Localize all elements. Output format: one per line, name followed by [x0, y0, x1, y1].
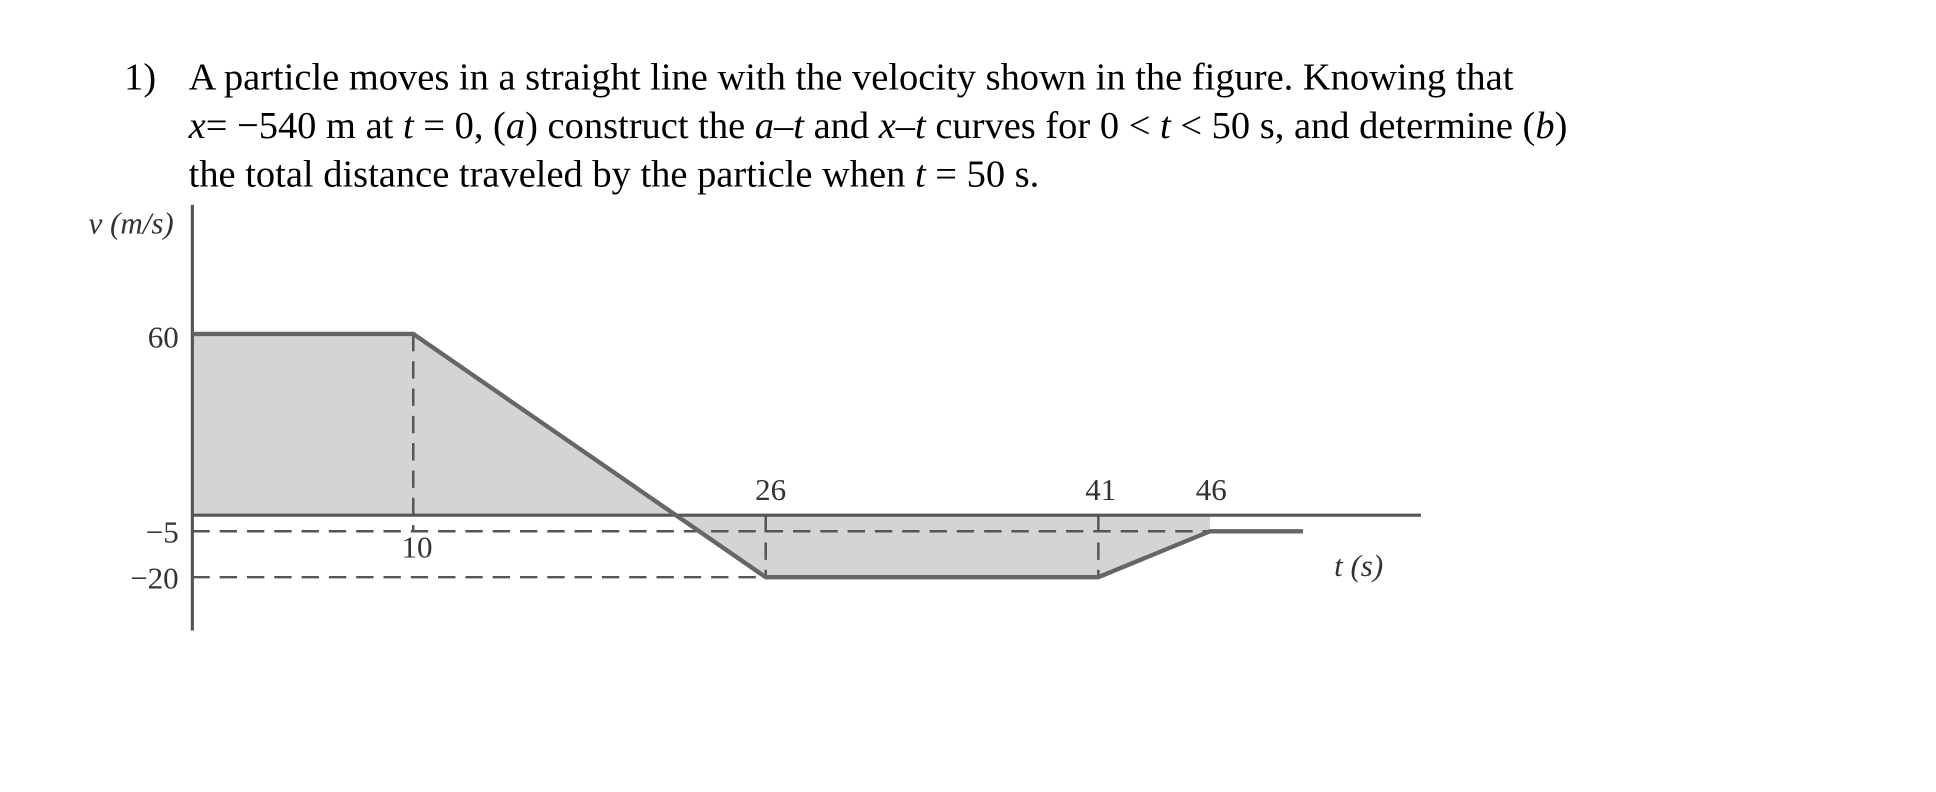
y-label: −5	[146, 514, 179, 549]
y-label: −20	[130, 560, 179, 595]
text-segment: t	[403, 105, 415, 147]
text-segment: = 0, (	[414, 105, 506, 147]
text-segment: A particle moves in a straight line with…	[189, 56, 1514, 98]
text-line: x= −540 m at t = 0, (a) construct the a–…	[188, 105, 1568, 147]
text-segment: = −540 m at	[206, 105, 403, 147]
x-axis-label: t (s)	[1334, 548, 1383, 583]
x-label: 46	[1196, 472, 1227, 507]
text-segment: )	[1555, 105, 1568, 147]
text-segment: t	[915, 153, 927, 195]
problem-number: 1)	[124, 56, 156, 98]
y-label: 60	[148, 320, 179, 355]
figure: v (m/s) t (s) 60 −5 −20 10 26 41 46	[88, 204, 1421, 631]
text-segment: ) construct the	[525, 105, 755, 147]
y-axis-label: v (m/s)	[88, 205, 173, 240]
velocity-curve	[192, 331, 1304, 580]
area-positive	[192, 333, 677, 516]
problem-text: A particle moves in a straight line with…	[188, 56, 1568, 195]
text-segment: = 50 s.	[926, 153, 1040, 195]
text-segment: a	[506, 105, 525, 147]
text-segment: x–t	[878, 105, 927, 147]
x-label: 10	[401, 529, 432, 564]
text-segment: x	[188, 105, 206, 147]
text-segment: the total distance traveled by the parti…	[189, 153, 915, 195]
text-segment: t	[1160, 105, 1172, 147]
text-segment: b	[1535, 105, 1554, 147]
text-segment: < 50 s, and determine (	[1171, 105, 1536, 147]
text-line: A particle moves in a straight line with…	[189, 56, 1514, 98]
text-segment: curves for 0 <	[926, 105, 1160, 147]
area-negative	[676, 515, 1210, 578]
text-segment: and	[804, 105, 879, 147]
text-segment: a–t	[755, 105, 805, 147]
text-line: the total distance traveled by the parti…	[189, 153, 1040, 195]
x-label: 26	[755, 472, 786, 507]
x-label: 41	[1085, 472, 1116, 507]
